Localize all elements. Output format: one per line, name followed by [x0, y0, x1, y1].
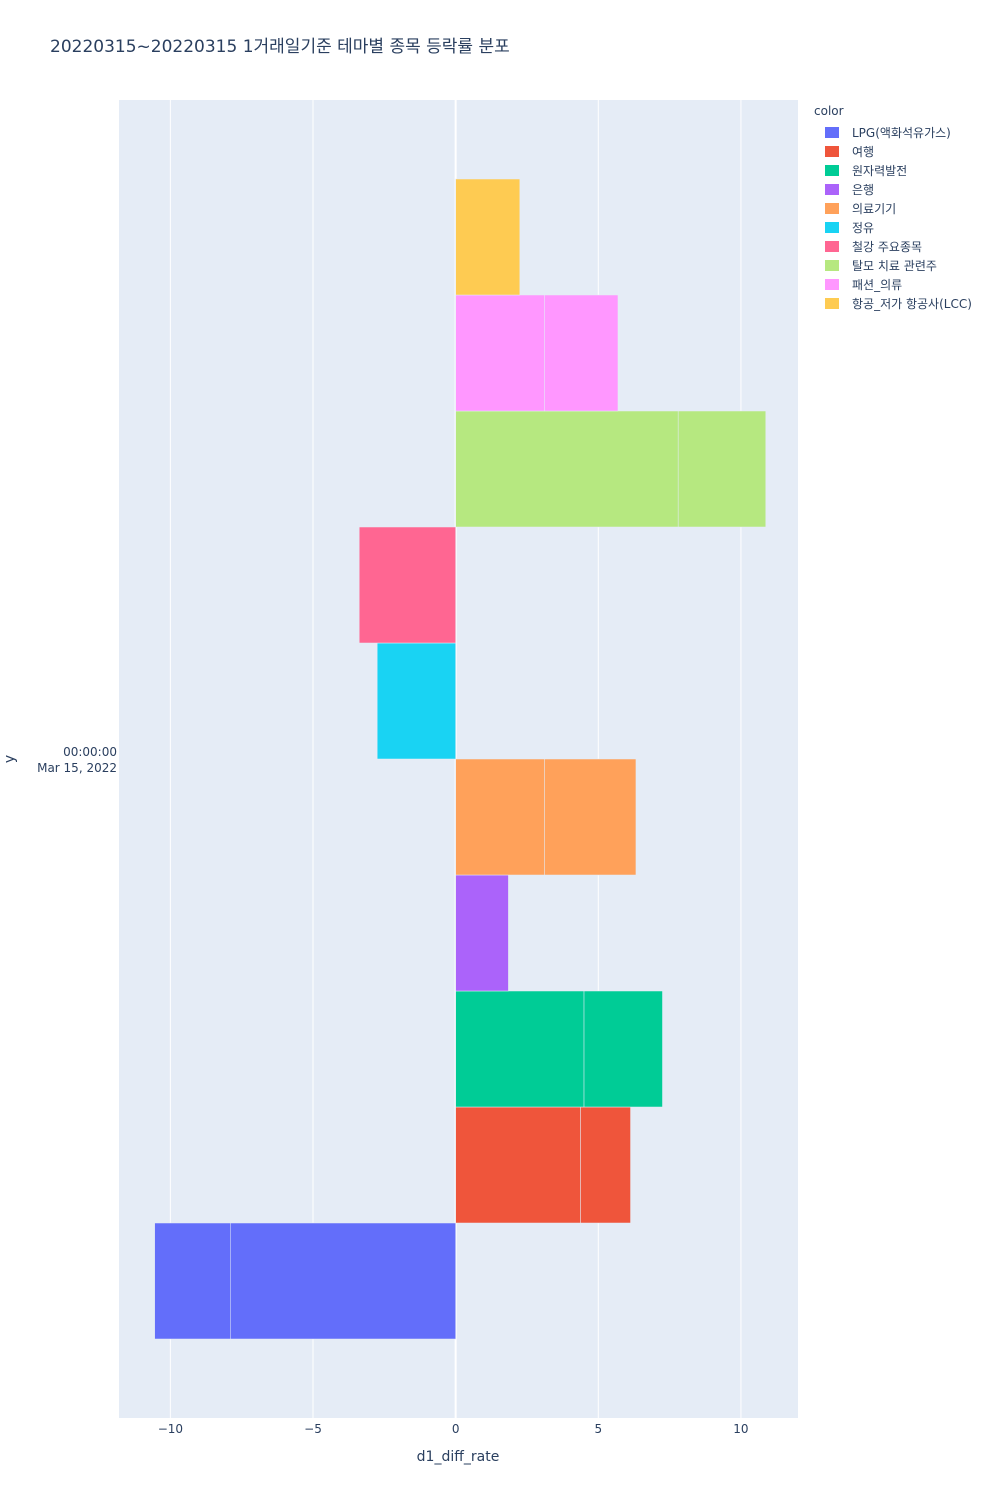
bar-segment[interactable]	[154, 1222, 231, 1340]
legend-swatch	[825, 184, 839, 195]
chart-title: 20220315~20220315 1거래일기준 테마별 종목 등락률 분포	[50, 37, 510, 57]
legend-swatch	[825, 222, 839, 233]
legend-label: 정유	[852, 221, 875, 235]
legend-item[interactable]: 은행	[814, 180, 972, 199]
legend-swatch	[825, 203, 839, 214]
legend-label: 원자력발전	[852, 164, 908, 178]
legend-swatch	[825, 298, 839, 309]
legend-item[interactable]: 원자력발전	[814, 161, 972, 180]
legend-item[interactable]: 여행	[814, 142, 972, 161]
bar-segment[interactable]	[677, 410, 767, 528]
bar-segment[interactable]	[455, 410, 679, 528]
legend-label: LPG(액화석유가스)	[852, 126, 951, 140]
legend-item[interactable]: 철강 주요종목	[814, 237, 972, 256]
legend-item[interactable]: 항공_저가 항공사(LCC)	[814, 294, 972, 313]
x-tick-label: −10	[158, 1422, 183, 1436]
bar-segment[interactable]	[544, 294, 619, 412]
bar-segment[interactable]	[544, 758, 637, 876]
legend-swatch	[825, 165, 839, 176]
bar-segment[interactable]	[455, 874, 509, 992]
y-tick-label-time: 00:00:00	[63, 745, 117, 759]
x-axis-title: d1_diff_rate	[417, 1449, 500, 1465]
bars-layer[interactable]	[154, 178, 767, 1340]
legend-title: color	[814, 104, 844, 118]
legend-label: 탈모 치료 관련주	[852, 259, 937, 273]
legend-label: 항공_저가 항공사(LCC)	[852, 297, 972, 311]
bar-segment[interactable]	[230, 1222, 456, 1340]
bar-segment[interactable]	[455, 758, 545, 876]
legend-swatch	[825, 260, 839, 271]
x-tick-label: 5	[594, 1422, 602, 1436]
x-tick-label: 10	[733, 1422, 748, 1436]
y-axis-title: y	[2, 755, 18, 763]
bar-segment[interactable]	[455, 178, 521, 296]
legend-item[interactable]: 의료기기	[814, 199, 972, 218]
legend-item[interactable]: LPG(액화석유가스)	[814, 123, 972, 142]
legend-label: 의료기기	[852, 202, 897, 216]
x-tick-label: −5	[304, 1422, 322, 1436]
legend-label: 여행	[852, 145, 875, 159]
y-tick-label-date: Mar 15, 2022	[37, 761, 117, 775]
legend-label: 철강 주요종목	[852, 240, 923, 254]
x-tick-label: 0	[452, 1422, 460, 1436]
legend-item[interactable]: 패션_의류	[814, 275, 972, 294]
x-tick-labels: −10 −5 0 5 10	[158, 1422, 749, 1436]
legend-item[interactable]: 탈모 치료 관련주	[814, 256, 972, 275]
legend-swatch	[825, 241, 839, 252]
bar-segment[interactable]	[376, 642, 456, 760]
legend-swatch	[825, 127, 839, 138]
bar-segment[interactable]	[580, 1106, 631, 1224]
bar-segment[interactable]	[455, 990, 585, 1108]
legend-swatch	[825, 146, 839, 157]
legend-label: 패션_의류	[852, 278, 903, 292]
bar-segment[interactable]	[583, 990, 663, 1108]
legend-label: 은행	[852, 183, 875, 197]
bar-segment[interactable]	[358, 526, 456, 644]
bar-segment[interactable]	[455, 294, 545, 412]
bar-segment[interactable]	[455, 1106, 581, 1224]
legend-item[interactable]: 정유	[814, 218, 972, 237]
legend-swatch	[825, 279, 839, 290]
